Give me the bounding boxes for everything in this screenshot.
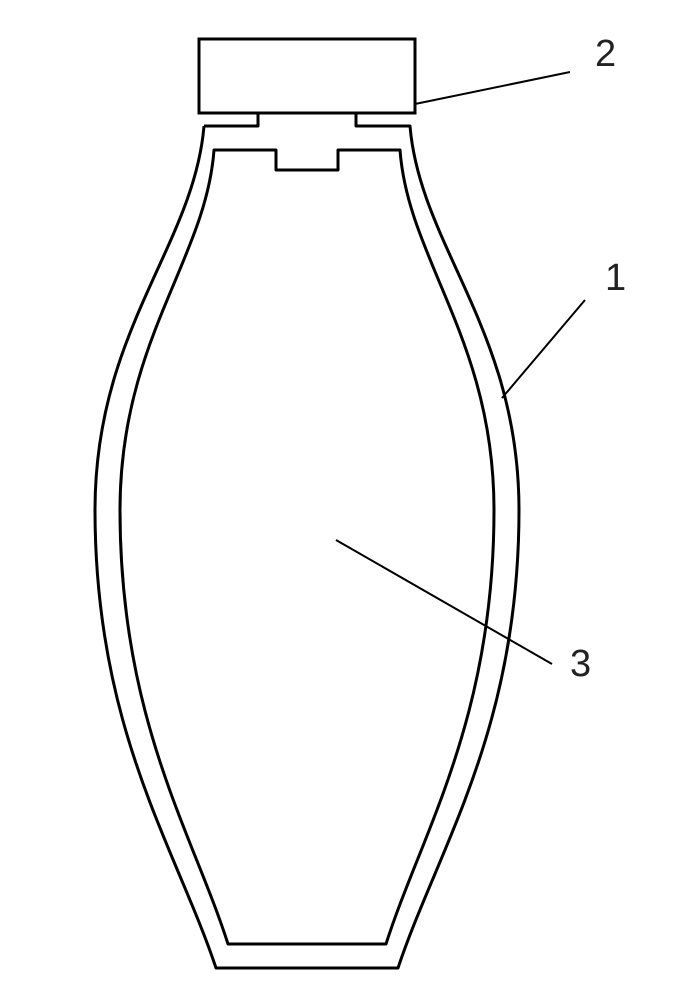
diagram-svg: 2 1 3 — [0, 0, 679, 999]
cap — [199, 39, 415, 113]
label-1: 1 — [605, 257, 626, 299]
vessel-outer-wall — [95, 113, 519, 968]
leader-1 — [502, 300, 585, 398]
leader-3 — [336, 540, 552, 664]
vessel-inner-wall — [120, 150, 494, 944]
label-3: 3 — [570, 643, 591, 685]
labels: 2 1 3 — [570, 33, 626, 685]
label-2: 2 — [595, 33, 616, 75]
leader-lines — [336, 72, 585, 664]
leader-2 — [415, 72, 570, 104]
